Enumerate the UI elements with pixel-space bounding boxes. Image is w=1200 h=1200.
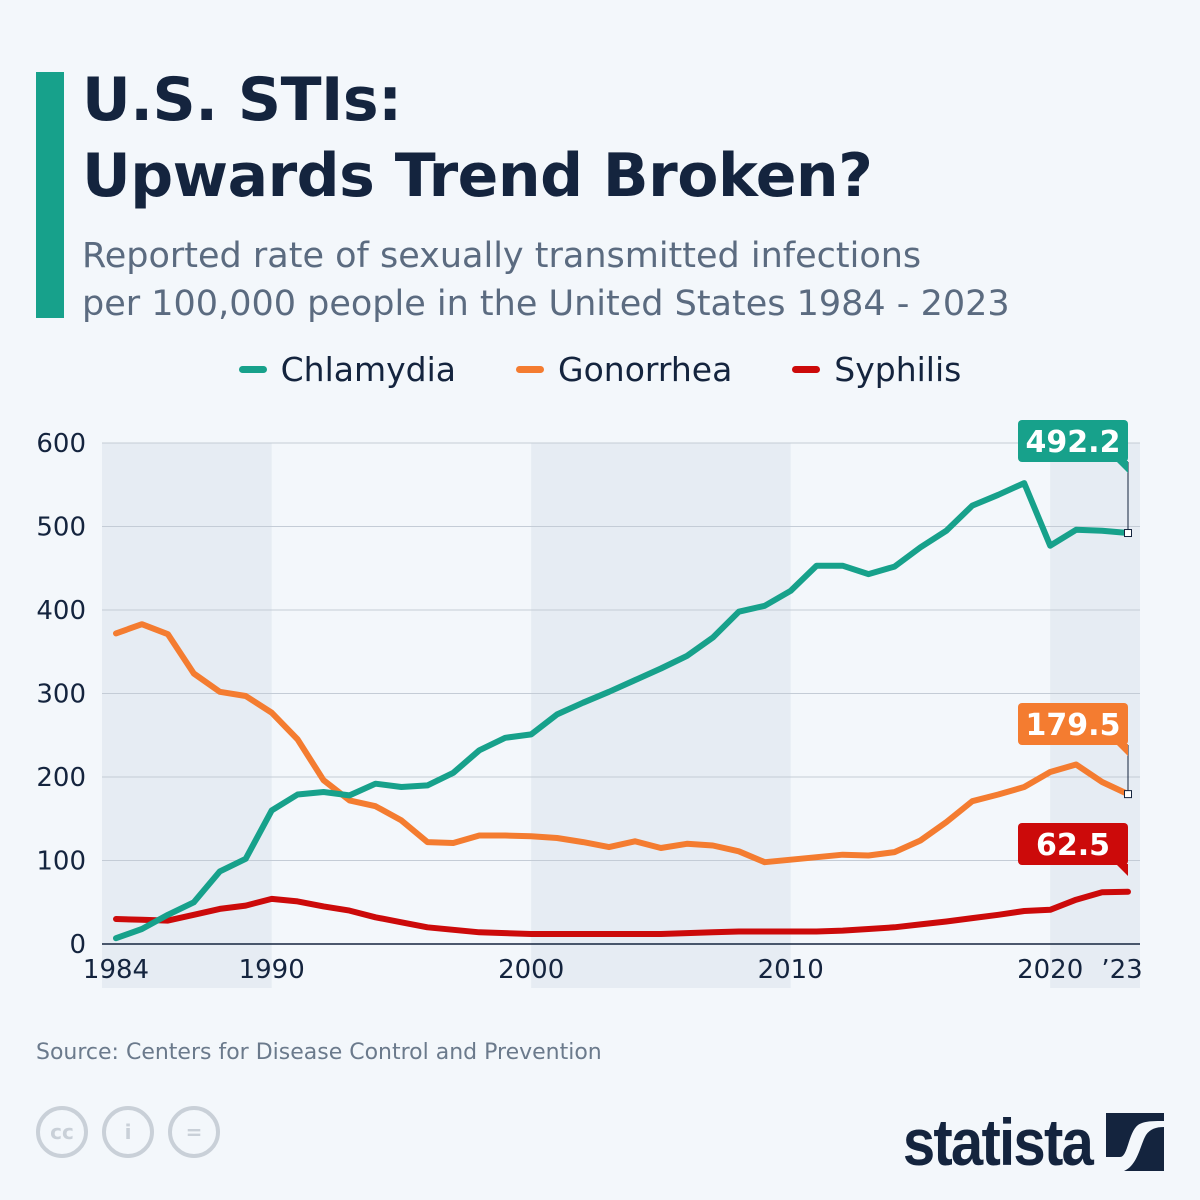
title-line-1: U.S. STIs: <box>82 65 402 135</box>
y-tick-label: 300 <box>36 680 86 710</box>
legend-swatch <box>516 366 545 373</box>
callout-box <box>1018 420 1128 462</box>
legend: Chlamydia Gonorrhea Syphilis <box>0 350 1200 389</box>
end-label-gonorrhea: 179.5 <box>1018 703 1132 799</box>
legend-label: Chlamydia <box>280 350 457 389</box>
y-tick-label: 200 <box>36 763 86 793</box>
series-line-chlamydia <box>113 480 1131 942</box>
y-tick-label: 100 <box>36 847 86 877</box>
legend-swatch <box>238 366 267 373</box>
x-tick-label: 2020 <box>1017 955 1083 985</box>
legend-label: Gonorrhea <box>558 350 733 389</box>
creative-commons-icon[interactable]: cc <box>36 1106 88 1158</box>
y-tick-label: 500 <box>36 513 86 543</box>
subtitle-line-1: Reported rate of sexually transmitted in… <box>82 236 922 276</box>
callout-pointer <box>1116 744 1128 756</box>
subtitle: Reported rate of sexually transmitted in… <box>82 232 1010 328</box>
x-tick-label: 1990 <box>239 955 305 985</box>
x-tick-label: ’23 <box>1101 955 1142 985</box>
x-tick-label: 2000 <box>498 955 564 985</box>
callout-value: 62.5 <box>1036 828 1110 863</box>
accent-bar <box>36 72 64 318</box>
end-label-syphilis: 62.5 <box>1018 823 1128 876</box>
shaded-band <box>531 443 791 988</box>
callout-box <box>1018 823 1128 865</box>
y-tick-label: 0 <box>69 930 86 960</box>
series-line-syphilis <box>113 888 1131 937</box>
callout-pointer <box>1116 864 1128 876</box>
shaded-band <box>102 443 272 988</box>
x-tick-label: 2010 <box>758 955 824 985</box>
statista-logo-icon <box>1106 1113 1164 1171</box>
title-line-2: Upwards Trend Broken? <box>82 141 873 211</box>
callout-marker <box>1124 529 1132 538</box>
legend-item-gonorrhea: Gonorrhea <box>516 350 732 389</box>
callout-marker <box>1124 790 1132 799</box>
legend-label: Syphilis <box>834 350 962 389</box>
statista-logo[interactable]: statista <box>877 1104 1164 1180</box>
callout-box <box>1018 703 1128 745</box>
callout-pointer <box>1116 461 1128 473</box>
logo-text: statista <box>902 1105 1094 1179</box>
x-tick-label: 1984 <box>83 955 149 985</box>
y-tick-label: 600 <box>36 429 86 459</box>
legend-item-chlamydia: Chlamydia <box>238 350 457 389</box>
page-title: U.S. STIs: Upwards Trend Broken? <box>82 62 873 214</box>
source-note: Source: Centers for Disease Control and … <box>36 1040 602 1065</box>
no-derivatives-icon[interactable]: = <box>168 1106 220 1158</box>
callout-value: 179.5 <box>1026 708 1121 743</box>
subtitle-line-2: per 100,000 people in the United States … <box>82 284 1010 324</box>
legend-swatch <box>792 366 821 373</box>
license-icons: cc i = <box>36 1106 220 1158</box>
series-line-gonorrhea <box>113 621 1131 866</box>
attribution-icon[interactable]: i <box>102 1106 154 1158</box>
y-tick-label: 400 <box>36 596 86 626</box>
legend-item-syphilis: Syphilis <box>792 350 961 389</box>
end-label-chlamydia: 492.2 <box>1018 420 1132 538</box>
callout-value: 492.2 <box>1026 425 1121 460</box>
